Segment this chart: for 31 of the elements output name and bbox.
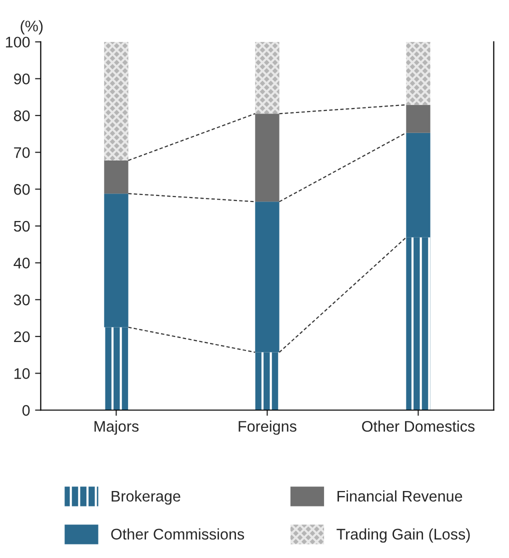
bar: [406, 132, 430, 238]
y-tick-label: 100: [6, 36, 30, 48]
legend-label: Trading Gain (Loss): [336, 528, 470, 543]
bar: [406, 42, 430, 105]
bar: [104, 160, 128, 194]
bar: [104, 327, 128, 410]
legend-label: Other Commissions: [111, 528, 244, 540]
y-tick-label: 40: [14, 258, 30, 269]
bar: [406, 104, 430, 133]
legend-label: Financial Revenue: [338, 490, 462, 502]
bar: [255, 42, 280, 114]
bar: [406, 237, 430, 410]
y-tick-label: 0: [22, 405, 30, 416]
bar: [104, 194, 128, 328]
x-tick-label: Majors: [94, 420, 139, 435]
y-axis-title: (%): [20, 20, 43, 34]
y-tick-label: 20: [14, 331, 30, 342]
bar: [255, 114, 280, 202]
y-tick-label: 60: [14, 184, 30, 195]
bar: [255, 352, 280, 410]
x-tick-label: Foreigns: [238, 420, 296, 435]
bar: [104, 42, 128, 160]
bar: [255, 202, 280, 352]
y-tick-label: 50: [14, 220, 30, 232]
legend-label: Brokerage: [112, 490, 180, 505]
y-tick-label: 80: [14, 110, 30, 122]
y-tick-label: 30: [14, 294, 30, 306]
x-tick-label: Other Domestics: [362, 420, 475, 432]
y-tick-label: 70: [14, 147, 30, 158]
y-tick-label: 10: [14, 368, 30, 379]
y-tick-label: 90: [14, 74, 30, 84]
